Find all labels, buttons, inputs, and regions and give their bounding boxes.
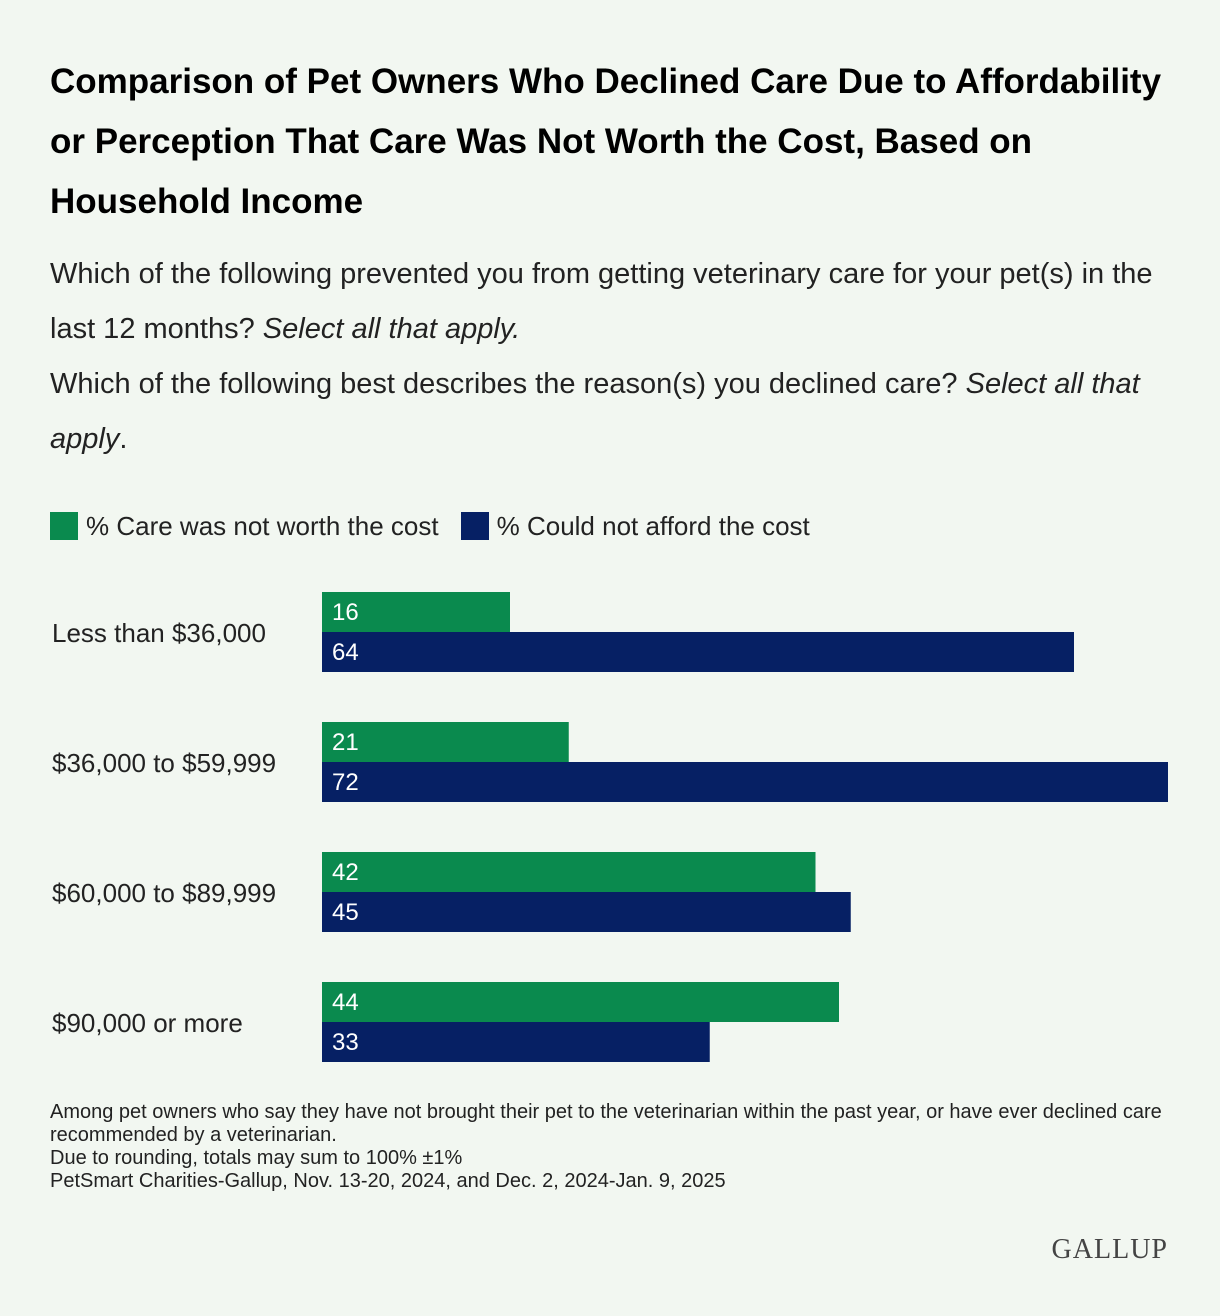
footnotes: Among pet owners who say they have not b…	[50, 1101, 1180, 1193]
bar-could-not-afford	[322, 762, 1168, 802]
chart-legend: % Care was not worth the cost % Could no…	[50, 508, 832, 544]
footnote-population: Among pet owners who say they have not b…	[50, 1101, 1162, 1146]
bar-value-label: 16	[332, 599, 359, 626]
question-2-tail: .	[119, 423, 128, 455]
bar-could-not-afford	[322, 892, 851, 932]
bar-not-worth	[322, 982, 839, 1022]
footnote-rounding: Due to rounding, totals may sum to 100% …	[50, 1147, 463, 1169]
question-1-instruction: Select all that apply.	[262, 313, 521, 345]
bar-could-not-afford	[322, 1022, 710, 1062]
category-label: $90,000 or more	[52, 1008, 243, 1038]
bar-value-label: 44	[332, 989, 359, 1016]
bar-not-worth	[322, 852, 816, 892]
survey-question-2: Which of the following best describes th…	[50, 357, 1180, 467]
bar-value-label: 45	[332, 899, 359, 926]
legend-item-not-worth: % Care was not worth the cost	[50, 511, 439, 542]
legend-label-not-worth: % Care was not worth the cost	[86, 510, 439, 541]
gallup-logo: GALLUP	[1051, 1234, 1168, 1265]
footnote-source: PetSmart Charities-Gallup, Nov. 13-20, 2…	[50, 1170, 726, 1192]
chart-title: Comparison of Pet Owners Who Declined Ca…	[50, 62, 1162, 221]
bar-not-worth	[322, 722, 569, 762]
bar-chart: Less than $36,000 16 64 $36,000 to $59,999 2…	[52, 592, 1168, 1062]
legend-swatch-navy	[460, 512, 489, 540]
question-1-text: Which of the following prevented you fro…	[50, 258, 1153, 345]
category-label: $60,000 to $89,999	[52, 878, 276, 908]
legend-item-could-not-afford: % Could not afford the cost	[460, 510, 810, 542]
survey-question-1: Which of the following prevented you fro…	[50, 247, 1180, 357]
category-label: $36,000 to $59,999	[52, 748, 276, 778]
bar-value-label: 21	[332, 729, 359, 756]
category-label: Less than $36,000	[52, 618, 266, 648]
legend-label-could-not-afford: % Could not afford the cost	[496, 510, 810, 541]
bar-could-not-afford	[322, 632, 1074, 672]
bar-value-label: 33	[332, 1029, 359, 1056]
bar-value-label: 72	[332, 769, 359, 796]
bar-value-label: 64	[332, 639, 359, 666]
bar-value-label: 42	[332, 859, 359, 886]
bar-not-worth	[322, 592, 510, 632]
question-2-text: Which of the following best describes th…	[50, 368, 966, 400]
question-2-instruction: Select all that apply	[50, 368, 1140, 455]
legend-swatch-green	[50, 512, 78, 540]
